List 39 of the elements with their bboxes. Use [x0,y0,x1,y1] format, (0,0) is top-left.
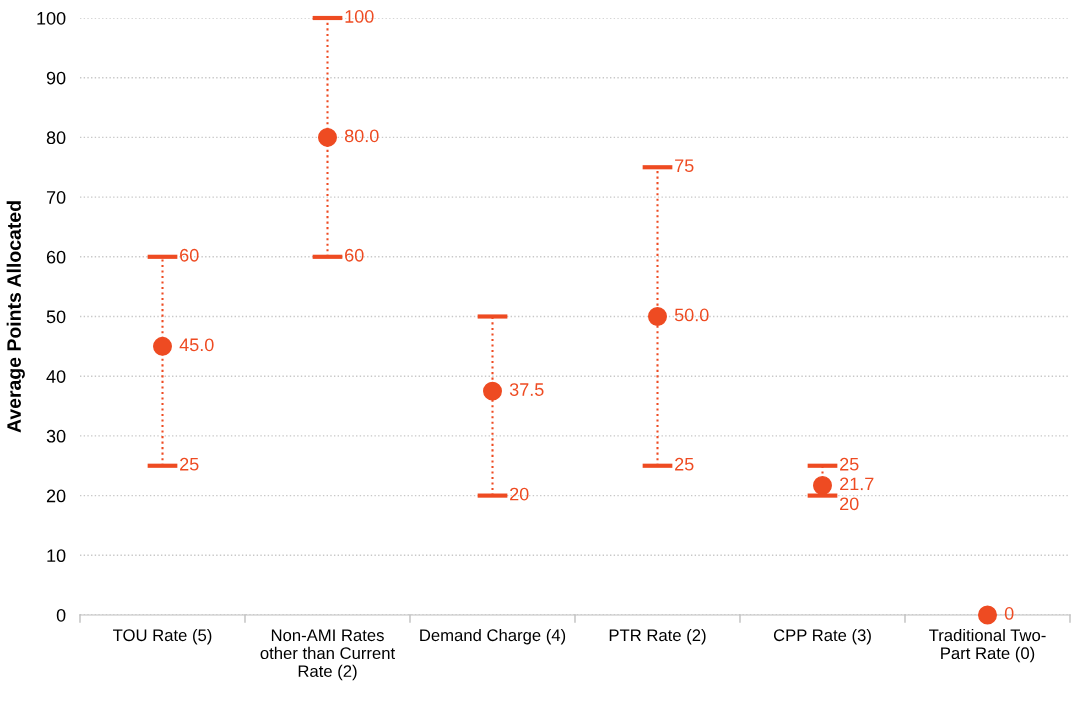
annotation: 20 [510,487,529,501]
annotation: 25 [840,457,859,471]
y-axis-title: Average Points Allocated [6,201,25,433]
data-label: 80.0 [344,129,379,143]
annotation: 60 [180,248,199,262]
x-tick-label: Traditional Two-Part Rate (0) [929,628,1046,663]
annotation: 25 [675,457,694,471]
point [153,336,172,356]
point [978,605,997,625]
annotation: 60 [345,248,364,262]
point [648,307,667,326]
point [483,381,502,401]
x-tick-label: Demand Charge (4) [420,628,566,645]
annotation: 25 [180,457,199,471]
point [813,475,832,495]
annotation: 75 [675,159,694,173]
y-tick-label: 100 [37,11,66,25]
x-tick-label: CPP Rate (3) [773,628,871,645]
y-tick-label: 20 [46,489,66,503]
y-tick-label: 90 [46,71,66,85]
data-label: 45.0 [179,338,214,352]
y-tick-label: 60 [46,250,66,264]
x-tick-label: PTR Rate (2) [609,628,706,645]
x-tick-label: TOU Rate (5) [113,628,212,645]
annotation: 20 [840,497,859,511]
data-label: 0 [1004,607,1014,620]
y-tick-label: 80 [46,131,66,145]
point [318,127,337,147]
x-tick-label: Non-AMI Rates other than Current Rate (2) [260,629,396,681]
y-tick-label: 70 [46,191,66,204]
annotation: 100 [345,10,374,23]
data-label: 37.5 [509,383,544,396]
y-tick-label: 40 [46,370,66,383]
data-label: 21.7 [840,477,874,491]
y-tick-label: 0 [56,608,66,622]
data-label: 50.0 [674,308,709,322]
y-tick-label: 10 [47,549,66,563]
y-tick-label: 30 [46,429,66,443]
y-tick-label: 50 [46,310,66,324]
